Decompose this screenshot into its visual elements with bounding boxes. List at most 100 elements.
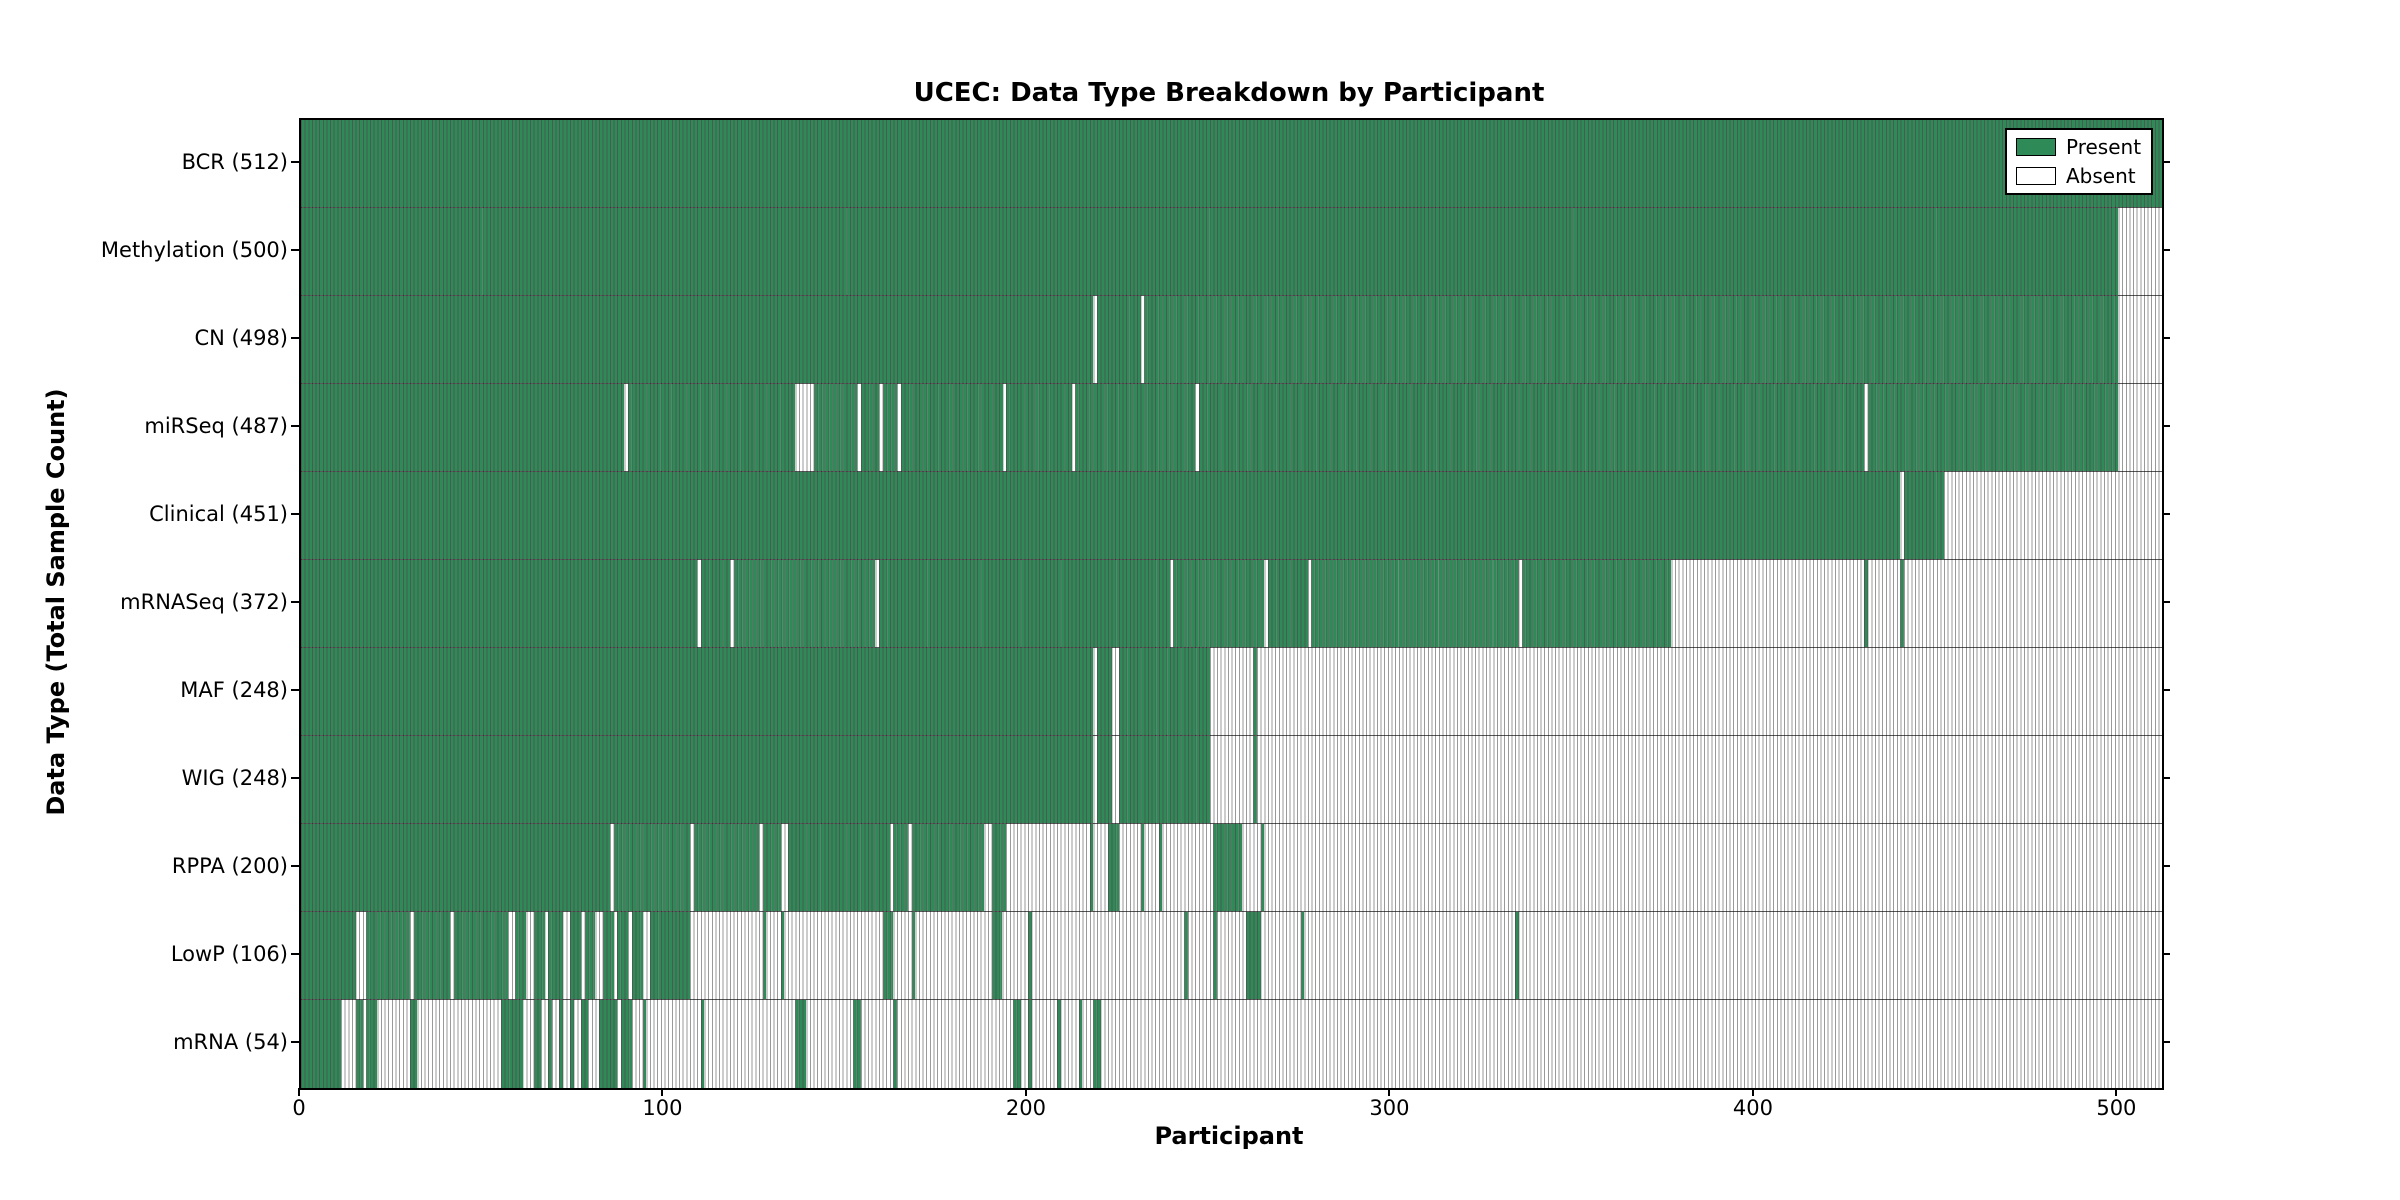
present-segment xyxy=(559,1000,563,1088)
ytick-label-methylation: Methylation (500) xyxy=(100,238,288,262)
ytick-label-lowp: LowP (106) xyxy=(170,942,288,966)
present-segment xyxy=(1089,824,1094,911)
ytick-label-mrnaseq: mRNASeq (372) xyxy=(120,590,288,614)
bottom-tick-mark xyxy=(2115,1088,2118,1096)
bottom-tick-mark xyxy=(298,1088,300,1096)
row-mrnaseq xyxy=(301,560,2162,648)
xtick-label-500: 500 xyxy=(2096,1096,2137,1120)
legend-entry-present: Present xyxy=(2016,137,2142,157)
present-segment xyxy=(301,1000,341,1088)
present-segment xyxy=(642,1000,647,1088)
present-segment xyxy=(301,472,1901,559)
present-segment xyxy=(580,1000,589,1088)
present-segment xyxy=(878,560,1170,647)
present-segment xyxy=(762,912,767,999)
bottom-tick-mark xyxy=(1751,1088,1754,1096)
present-segment xyxy=(1118,736,1210,823)
ytick-label-clinical: Clinical (451) xyxy=(149,502,288,526)
present-segment xyxy=(599,1000,618,1088)
present-segment xyxy=(413,912,451,999)
present-segment xyxy=(780,912,785,999)
present-segment xyxy=(1863,560,1868,647)
row-wig xyxy=(301,736,2162,824)
present-segment xyxy=(410,1000,418,1088)
right-tick-mark xyxy=(2162,513,2170,515)
present-segment xyxy=(733,560,876,647)
right-tick-mark xyxy=(2162,1041,2170,1043)
left-tick-mark xyxy=(291,953,299,955)
present-segment xyxy=(366,912,411,999)
present-segment xyxy=(893,1000,898,1088)
present-segment xyxy=(1027,912,1032,999)
present-segment xyxy=(1246,912,1261,999)
present-segment xyxy=(1184,912,1188,999)
left-tick-mark xyxy=(291,425,299,427)
present-segment xyxy=(1867,384,2119,471)
present-segment xyxy=(1213,912,1217,999)
left-tick-mark xyxy=(291,513,299,515)
left-tick-mark xyxy=(291,1041,299,1043)
xtick-label-300: 300 xyxy=(1369,1096,1410,1120)
present-segment xyxy=(1097,296,1141,383)
present-segment xyxy=(584,912,596,999)
left-tick-mark xyxy=(291,161,299,163)
present-segment xyxy=(628,384,796,471)
present-segment xyxy=(1057,1000,1061,1088)
row-cn xyxy=(301,296,2162,384)
row-mrna xyxy=(301,1000,2162,1088)
present-segment xyxy=(533,912,545,999)
right-tick-mark xyxy=(2162,161,2170,163)
present-segment xyxy=(301,824,610,911)
row-mirseq xyxy=(301,384,2162,472)
legend-absent-label: Absent xyxy=(2066,164,2136,188)
xtick-label-100: 100 xyxy=(642,1096,683,1120)
present-segment xyxy=(366,1000,378,1088)
left-tick-mark xyxy=(291,865,299,867)
present-segment xyxy=(882,384,898,471)
present-segment xyxy=(1013,1000,1021,1088)
present-segment xyxy=(1300,912,1305,999)
present-segment xyxy=(1075,384,1196,471)
xtick-label-400: 400 xyxy=(1732,1096,1773,1120)
present-segment xyxy=(1006,384,1072,471)
present-segment xyxy=(649,912,690,999)
left-tick-mark xyxy=(291,601,299,603)
xtick-label-200: 200 xyxy=(1005,1096,1046,1120)
present-segment xyxy=(301,648,1094,735)
row-clinical xyxy=(301,472,2162,560)
present-segment xyxy=(1213,824,1243,911)
bottom-tick-mark xyxy=(661,1088,664,1096)
present-segment xyxy=(900,384,1003,471)
present-segment xyxy=(991,824,1007,911)
present-segment xyxy=(788,824,890,911)
ytick-label-bcr: BCR (512) xyxy=(181,150,288,174)
ytick-label-cn: CN (498) xyxy=(194,326,288,350)
legend-absent-swatch xyxy=(2016,167,2056,185)
chart-title: UCEC: Data Type Breakdown by Participant xyxy=(913,78,1545,108)
present-segment xyxy=(1903,472,1944,559)
present-segment xyxy=(700,1000,705,1088)
right-tick-mark xyxy=(2162,865,2170,867)
left-tick-mark xyxy=(291,777,299,779)
row-bcr xyxy=(301,120,2162,208)
present-segment xyxy=(762,824,781,911)
present-segment xyxy=(882,912,894,999)
present-segment xyxy=(1027,1000,1032,1088)
ytick-label-wig: WIG (248) xyxy=(181,766,288,790)
present-segment xyxy=(813,384,858,471)
present-segment xyxy=(617,912,629,999)
legend-present-swatch xyxy=(2016,138,2056,156)
present-segment xyxy=(1118,648,1210,735)
present-segment xyxy=(1253,736,1257,823)
row-methylation xyxy=(301,208,2162,296)
present-segment xyxy=(991,912,1003,999)
present-segment xyxy=(693,824,759,911)
present-segment xyxy=(631,912,643,999)
legend: Present Absent xyxy=(2005,128,2153,195)
ytick-label-mirseq: miRSeq (487) xyxy=(144,414,288,438)
left-tick-mark xyxy=(291,337,299,339)
present-segment xyxy=(301,736,1094,823)
xtick-label-0: 0 xyxy=(292,1096,306,1120)
present-segment xyxy=(569,1000,574,1088)
